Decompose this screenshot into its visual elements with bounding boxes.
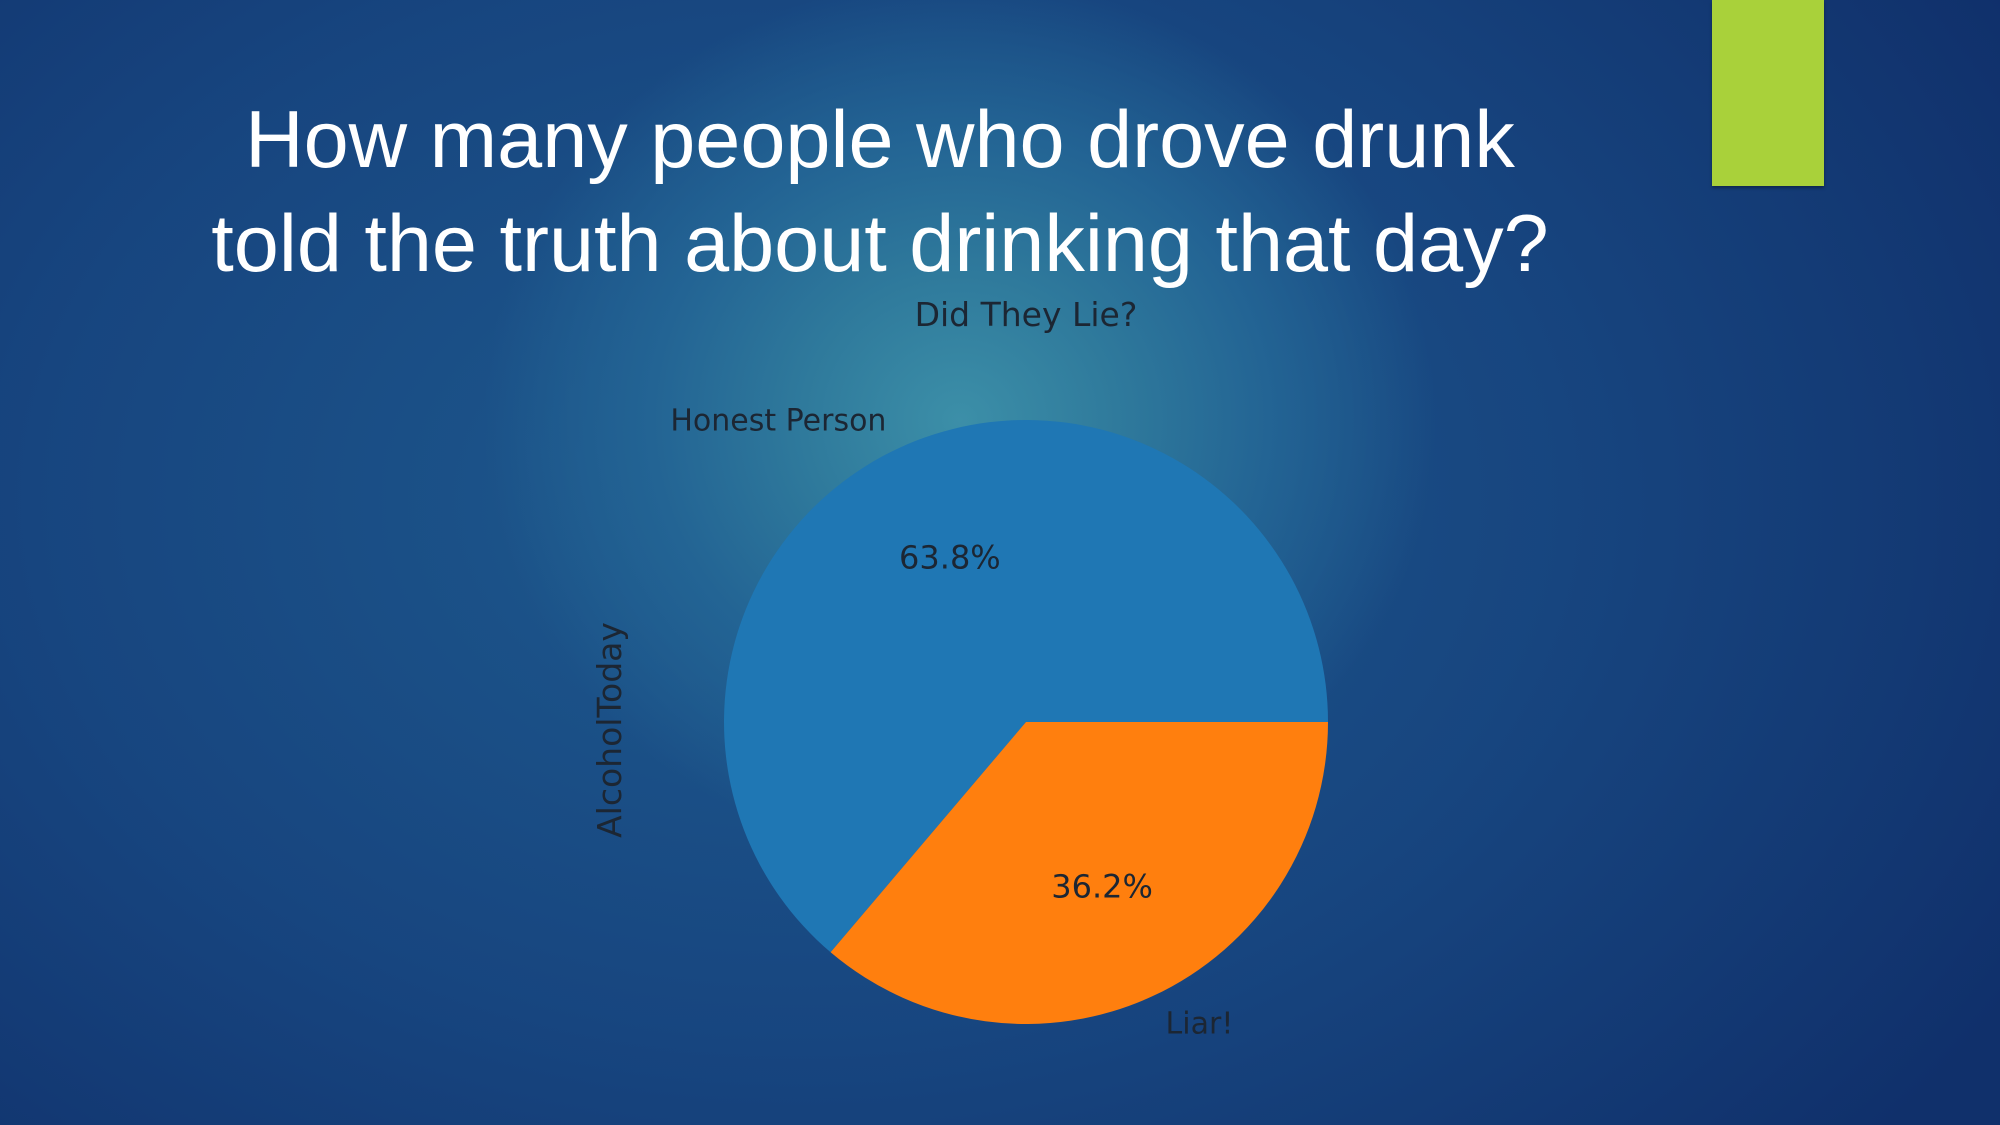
- slice-label-2: Liar!: [1166, 1006, 1234, 1041]
- slide-title: How many people who drove drunk told the…: [80, 88, 1680, 296]
- chart-title: Did They Lie?: [915, 295, 1138, 334]
- pie-labels: Honest Person 63.8% Liar! 36.2%: [670, 404, 1233, 1042]
- slice-pct-label-2: 36.2%: [1051, 867, 1153, 905]
- pie-slices: [724, 419, 1328, 1024]
- slice-label-1: Honest Person: [670, 404, 886, 439]
- pie-slice-2: [830, 722, 1328, 1024]
- slide-title-line-1: How many people who drove drunk: [245, 95, 1515, 185]
- pie-slice-1: [724, 419, 1328, 953]
- y-axis-label: AlcoholToday: [590, 622, 629, 838]
- slide-title-line-2: told the truth about drinking that day?: [211, 199, 1549, 289]
- accent-bar: [1712, 0, 1824, 186]
- slice-pct-label-1: 63.8%: [899, 539, 1001, 577]
